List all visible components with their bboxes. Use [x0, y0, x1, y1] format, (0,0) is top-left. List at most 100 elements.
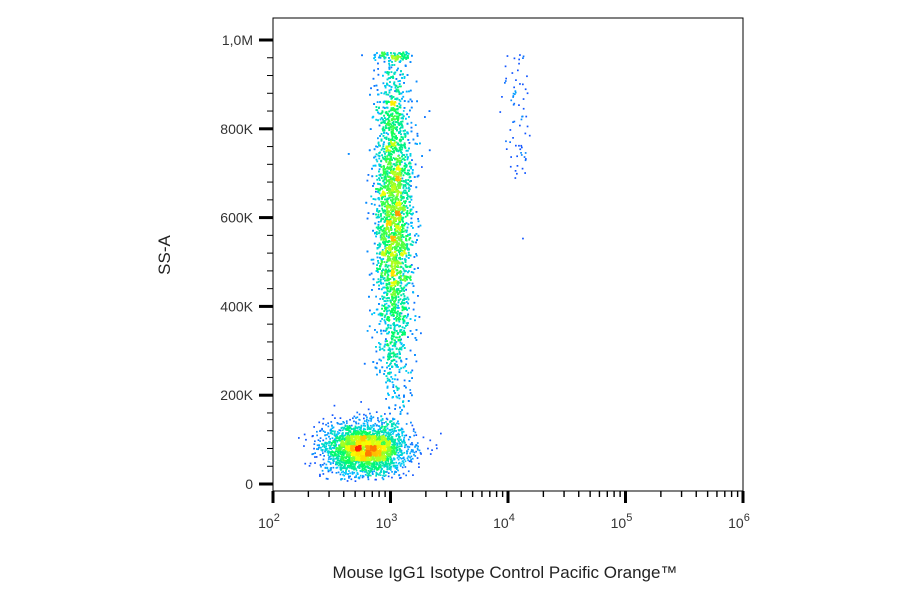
event-point	[402, 174, 405, 177]
event-point	[348, 470, 350, 472]
event-point	[406, 412, 409, 415]
event-point	[506, 55, 509, 57]
event-point	[369, 474, 372, 477]
event-point	[401, 218, 404, 220]
event-point	[376, 424, 378, 426]
event-point	[373, 103, 375, 105]
event-point	[392, 433, 394, 435]
event-point	[303, 445, 305, 447]
event-point	[345, 420, 348, 422]
event-point	[396, 434, 399, 436]
event-point	[388, 282, 391, 284]
event-point	[385, 282, 388, 285]
event-point	[398, 85, 401, 88]
event-point	[421, 155, 423, 157]
event-point	[379, 349, 381, 351]
event-point	[348, 430, 351, 433]
event-point	[393, 64, 396, 66]
event-point	[339, 429, 342, 432]
event-point	[387, 435, 389, 438]
event-point	[394, 123, 396, 126]
event-point	[380, 139, 383, 142]
event-point	[356, 416, 359, 419]
event-point	[380, 282, 382, 284]
event-point	[398, 445, 400, 448]
event-point	[528, 134, 531, 137]
event-point	[407, 400, 410, 402]
event-point	[379, 144, 381, 147]
event-point	[420, 332, 422, 335]
event-point	[337, 455, 340, 458]
event-point	[407, 179, 410, 181]
event-point	[400, 367, 402, 370]
event-point	[389, 463, 391, 465]
event-point	[387, 460, 390, 462]
event-point	[367, 466, 369, 468]
event-point	[343, 434, 346, 437]
event-point	[335, 472, 338, 474]
event-point	[406, 214, 409, 217]
event-point	[393, 462, 395, 464]
event-point	[343, 467, 345, 470]
event-point	[388, 436, 391, 438]
event-point	[368, 273, 371, 276]
event-point	[381, 258, 383, 261]
event-point	[397, 432, 400, 435]
event-point	[390, 462, 393, 465]
event-point	[409, 61, 412, 63]
event-point	[389, 327, 392, 329]
event-point	[415, 186, 418, 189]
event-point	[407, 173, 409, 176]
event-point	[402, 316, 405, 319]
event-point	[407, 265, 409, 268]
event-point	[505, 140, 507, 143]
event-point	[386, 462, 388, 465]
event-point	[398, 92, 401, 94]
event-point	[399, 140, 402, 143]
event-point	[378, 144, 380, 147]
event-point	[392, 422, 395, 425]
event-point	[382, 474, 384, 477]
event-point	[334, 417, 336, 419]
event-point	[395, 324, 398, 327]
event-point	[410, 225, 413, 227]
event-point	[385, 150, 388, 153]
event-point	[345, 461, 348, 464]
event-point	[402, 130, 405, 132]
event-point	[390, 359, 393, 362]
event-point	[411, 221, 413, 224]
event-point	[403, 405, 405, 408]
event-point	[399, 80, 401, 82]
event-point	[376, 469, 379, 471]
event-point	[377, 244, 379, 246]
event-point	[505, 77, 507, 80]
event-point	[512, 121, 514, 123]
event-point	[388, 305, 391, 308]
event-point	[406, 446, 409, 448]
event-point	[392, 96, 395, 98]
event-point	[394, 339, 396, 342]
event-point	[390, 52, 392, 54]
event-point	[382, 282, 385, 285]
event-point	[364, 428, 367, 431]
event-point	[407, 313, 409, 316]
event-point	[349, 475, 351, 478]
event-point	[409, 349, 412, 352]
event-point	[389, 434, 392, 436]
event-point	[348, 477, 350, 479]
event-point	[404, 446, 406, 449]
event-point	[429, 439, 432, 442]
event-point	[393, 139, 396, 142]
event-point	[526, 92, 529, 95]
event-point	[389, 354, 391, 357]
event-point	[395, 136, 397, 138]
event-point	[327, 469, 330, 472]
event-point	[404, 261, 407, 263]
event-point	[363, 432, 365, 434]
event-point	[410, 264, 413, 266]
event-point	[394, 90, 396, 92]
event-point	[390, 86, 393, 88]
event-point	[380, 313, 383, 315]
event-point	[330, 430, 333, 432]
event-point	[387, 353, 390, 356]
